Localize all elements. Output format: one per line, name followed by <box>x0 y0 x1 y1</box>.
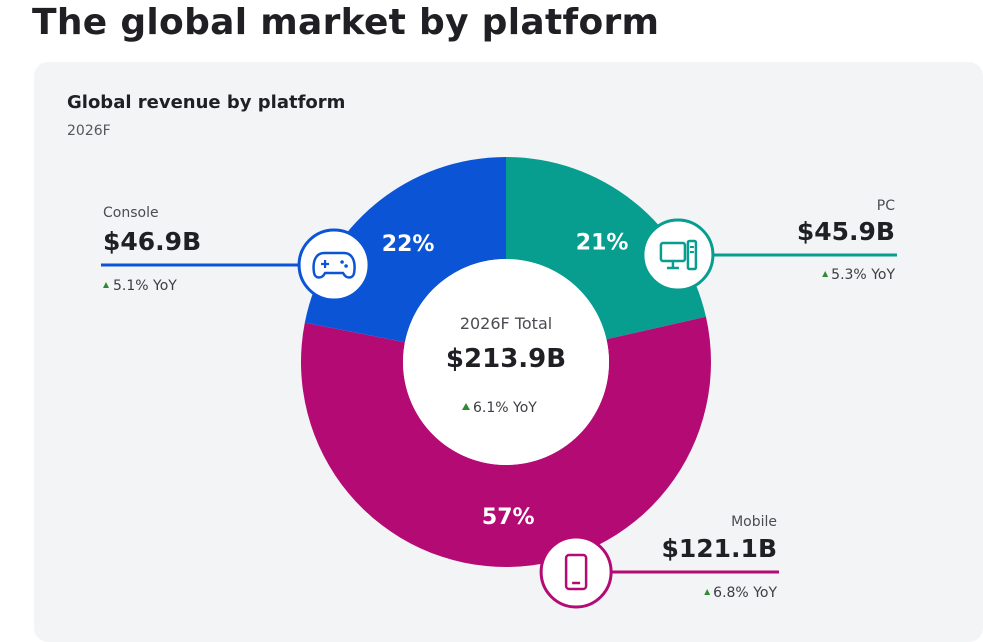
smartphone-icon <box>539 535 613 609</box>
desktop-computer-icon <box>641 218 715 292</box>
slice-pc <box>506 157 706 340</box>
platform-value-pc: $45.9B <box>797 217 895 246</box>
platform-value-console: $46.9B <box>103 227 201 256</box>
donut-chart: 21% 57% 22% PC $45.9B 5.3% YoY Mobile $121.1B 6.… <box>101 157 897 609</box>
up-arrow-icon <box>704 589 711 595</box>
gamepad-icon <box>297 228 371 302</box>
page-title: The global market by platform <box>32 2 660 43</box>
platform-yoy-text-mobile: 6.8% YoY <box>713 585 777 601</box>
platform-name-pc: PC <box>877 198 895 214</box>
center-total-label: 2026F Total <box>460 314 552 333</box>
platform-yoy-text-pc: 5.3% YoY <box>831 267 895 283</box>
center-yoy-text: 6.1% YoY <box>473 400 537 416</box>
platform-yoy-pc: 5.3% YoY <box>822 267 895 283</box>
slice-console <box>304 157 506 343</box>
percent-label-mobile: 57% <box>482 505 535 530</box>
slice-mobile <box>301 316 711 567</box>
donut-hole <box>403 259 609 465</box>
platform-yoy-text-console: 5.1% YoY <box>113 278 177 294</box>
platform-value-mobile: $121.1B <box>661 534 777 563</box>
up-arrow-icon <box>822 271 829 277</box>
platform-name-console: Console <box>103 205 159 221</box>
up-arrow-icon <box>462 403 470 410</box>
platform-name-mobile: Mobile <box>731 514 777 530</box>
center-yoy: 6.1% YoY <box>462 400 537 416</box>
chart-subtitle: 2026F <box>67 123 111 139</box>
platform-yoy-mobile: 6.8% YoY <box>704 585 777 601</box>
percent-label-console: 22% <box>382 232 435 257</box>
up-arrow-icon <box>103 282 109 288</box>
center-total-value: $213.9B <box>446 344 566 374</box>
chart-title: Global revenue by platform <box>67 92 346 113</box>
percent-label-pc: 21% <box>576 231 629 256</box>
platform-yoy-console: 5.1% YoY <box>103 278 177 294</box>
